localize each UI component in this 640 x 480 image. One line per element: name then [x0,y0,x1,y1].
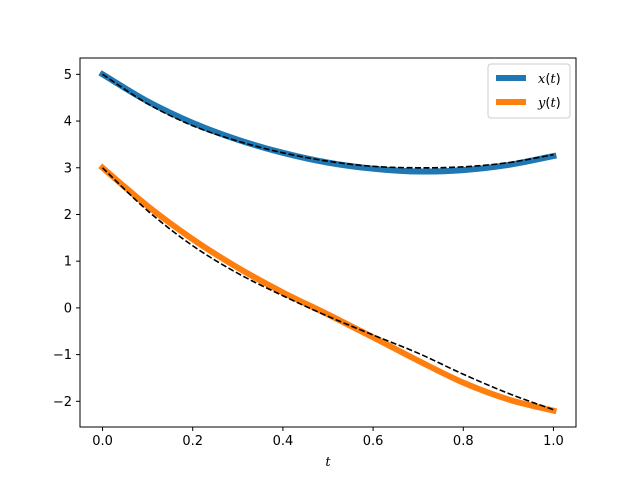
legend: x(t) y(t) [487,63,571,119]
x-axis-ticks: 0.0 0.2 0.4 0.6 0.8 1.0 [92,427,564,449]
series-lines [98,70,558,415]
y-tick-label: 0 [64,301,72,316]
reference-dashed-line-3 [101,167,554,411]
series-line-x [98,70,557,175]
y-tick-label: 3 [64,161,72,176]
y-tick-label: −1 [53,348,72,363]
y-tick-label: −2 [53,395,72,410]
legend-label-y: y(t) [537,96,561,111]
plot-frame [79,57,577,428]
x-tick-label: 0.4 [273,434,294,449]
y-axis-ticks: −2 −1 0 1 2 3 4 5 [53,68,80,410]
legend-label-x: x(t) [538,72,561,87]
series-line-y [98,163,558,415]
y-tick-label: 1 [64,255,72,270]
x-tick-label: 0.2 [182,434,203,449]
x-tick-label: 0.6 [363,434,384,449]
x-axis-label: t [325,455,331,470]
y-tick-label: 2 [64,208,72,223]
y-tick-label: 4 [64,115,72,130]
x-tick-label: 0.8 [453,434,474,449]
reference-dashed-line-2 [102,73,554,169]
y-tick-label: 5 [64,68,72,83]
x-tick-label: 0.0 [92,434,113,449]
x-tick-label: 1.0 [543,434,564,449]
